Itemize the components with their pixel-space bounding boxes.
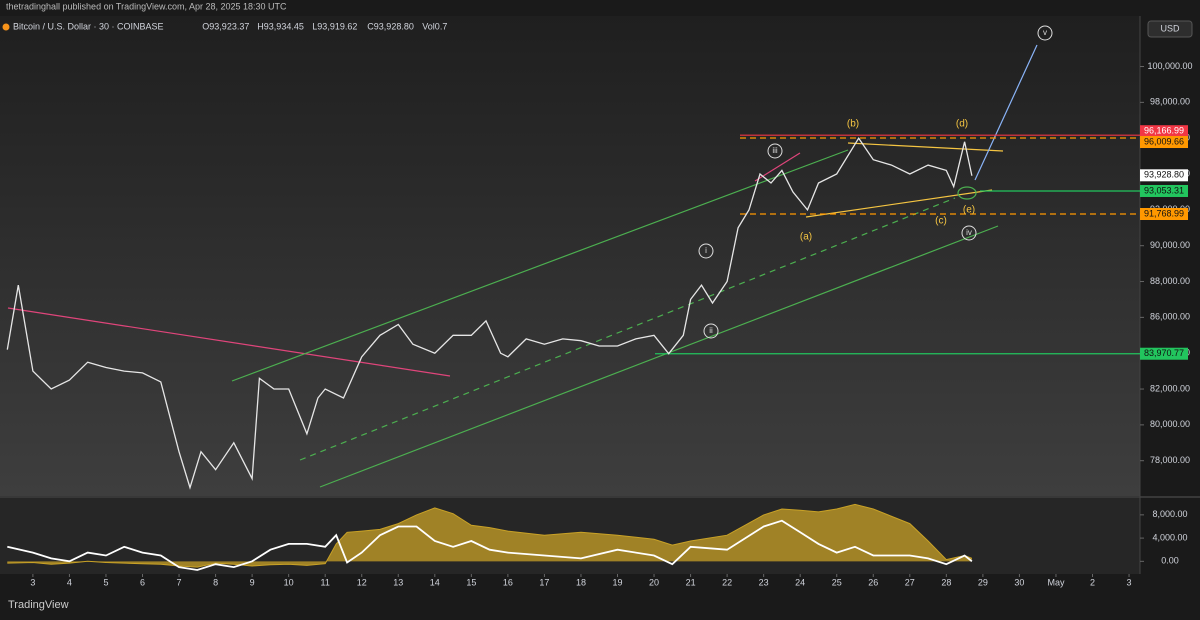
level-tag <box>1140 347 1188 360</box>
x-tick-label: 6 <box>140 577 145 587</box>
currency: USD <box>1160 23 1180 33</box>
price-line <box>6 137 973 490</box>
level-label: 96,166.99 <box>1144 126 1184 136</box>
ohlc-value: O93,923.37 <box>202 21 249 31</box>
ohlc-value: C93,928.80 <box>367 21 414 31</box>
x-tick-label: 23 <box>759 577 769 587</box>
area-fill <box>7 504 972 568</box>
y-tick-label: 80,000.00 <box>1150 419 1190 429</box>
x-tick-label: 3 <box>1127 577 1132 587</box>
level-tag <box>1140 169 1188 182</box>
y-tick-label: 8,000.00 <box>1152 509 1187 519</box>
x-tick-label: 26 <box>868 577 878 587</box>
trend-line <box>7 307 451 377</box>
level-tag <box>1140 125 1188 138</box>
wave-label: v <box>1043 28 1047 37</box>
wave-label: (d) <box>956 119 968 130</box>
x-tick-label: 27 <box>905 577 915 587</box>
wave-label: i <box>705 246 707 255</box>
y-tick-label: 90,000.00 <box>1150 240 1190 250</box>
publisher: thetradinghall published on TradingView.… <box>6 1 287 11</box>
x-tick-label: 20 <box>649 577 659 587</box>
y-tick-label: 86,000.00 <box>1150 312 1190 322</box>
y-tick-label: 88,000.00 <box>1150 276 1190 286</box>
ohlc-value: H93,934.45 <box>257 21 304 31</box>
x-tick-label: 21 <box>686 577 696 587</box>
level-label: 93,928.80 <box>1144 170 1184 180</box>
x-tick-label: 11 <box>321 577 330 587</box>
x-tick-label: 18 <box>576 577 586 587</box>
y-tick-label: 98,000.00 <box>1150 97 1190 107</box>
wave-circle <box>1037 25 1053 41</box>
drawings <box>7 44 1038 488</box>
channel-upper <box>231 149 849 382</box>
x-tick-label: 24 <box>795 577 805 587</box>
level-tag <box>1140 136 1188 149</box>
x-tick-label: 15 <box>466 577 476 587</box>
wave-circle <box>703 323 719 339</box>
x-tick-label: May <box>1047 577 1065 587</box>
y-tick-label: 82,000.00 <box>1150 383 1190 393</box>
oscillator-line <box>7 519 973 571</box>
y-tick-label: 100,000.00 <box>1147 61 1192 71</box>
wave-label: iv <box>966 228 972 237</box>
x-tick-label: 17 <box>539 577 549 587</box>
x-tick-label: 16 <box>503 577 513 587</box>
symbol-icon <box>2 23 10 31</box>
wave-label: (b) <box>847 119 859 130</box>
x-tick-label: 9 <box>250 577 255 587</box>
x-tick-label: 30 <box>1014 577 1024 587</box>
y-tick-label: 78,000.00 <box>1150 455 1190 465</box>
x-tick-label: 8 <box>213 577 218 587</box>
x-tick-label: 28 <box>941 577 951 587</box>
brand: TradingView <box>8 599 69 611</box>
level-label: 96,009.66 <box>1144 136 1184 146</box>
wave-circle <box>767 143 783 159</box>
wave-label: ii <box>709 326 713 335</box>
wave-circle <box>961 225 977 241</box>
ohlc-value: L93,919.62 <box>312 21 357 31</box>
x-tick-label: 3 <box>30 577 35 587</box>
y-tick-label: 4,000.00 <box>1152 532 1187 542</box>
channel-mid <box>299 197 956 461</box>
y-tick-label: 0.00 <box>1161 556 1179 566</box>
channel-lower <box>319 225 999 488</box>
wave-label: (e) <box>963 205 975 216</box>
level-label: 93,053.31 <box>1144 185 1184 195</box>
x-tick-label: 7 <box>177 577 182 587</box>
x-tick-label: 14 <box>430 577 440 587</box>
level-label: 91,768.99 <box>1144 208 1184 218</box>
x-tick-label: 10 <box>284 577 294 587</box>
x-tick-label: 13 <box>393 577 403 587</box>
x-tick-label: 25 <box>832 577 842 587</box>
wave-label: (c) <box>935 216 947 227</box>
level-tag <box>1140 184 1188 197</box>
wave-label: iii <box>772 146 778 155</box>
symbol-title: Bitcoin / U.S. Dollar · 30 · COINBASE <box>13 21 164 31</box>
x-tick-label: 22 <box>722 577 732 587</box>
x-tick-label: 12 <box>357 577 367 587</box>
projection <box>974 44 1038 181</box>
area-edge <box>7 503 973 568</box>
triangle-lower <box>805 189 993 218</box>
x-tick-label: 29 <box>978 577 988 587</box>
triangle-upper <box>847 142 1004 152</box>
x-tick-label: 19 <box>612 577 622 587</box>
level-label: 83,970.77 <box>1144 348 1184 358</box>
x-tick-label: 2 <box>1090 577 1095 587</box>
x-tick-label: 4 <box>67 577 72 587</box>
ohlc-value: Vol0.7 <box>422 21 447 31</box>
currency-box <box>1147 20 1193 38</box>
price-pane <box>0 16 1140 496</box>
wave-circle <box>698 243 714 259</box>
level-tag <box>1140 208 1188 221</box>
x-tick-label: 5 <box>103 577 108 587</box>
wave-label: (a) <box>800 232 812 243</box>
target-circle <box>957 186 977 200</box>
